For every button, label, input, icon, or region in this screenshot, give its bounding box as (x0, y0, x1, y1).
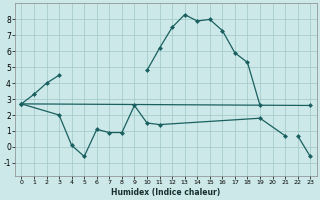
X-axis label: Humidex (Indice chaleur): Humidex (Indice chaleur) (111, 188, 220, 197)
